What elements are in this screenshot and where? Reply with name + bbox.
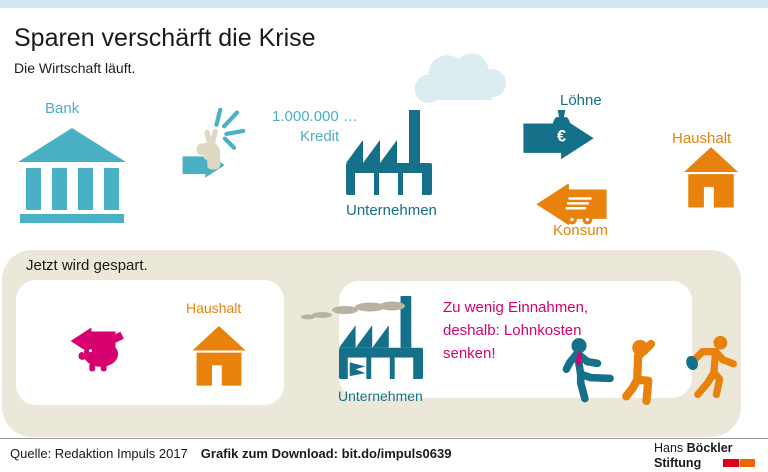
svg-text:€: € <box>557 128 566 146</box>
